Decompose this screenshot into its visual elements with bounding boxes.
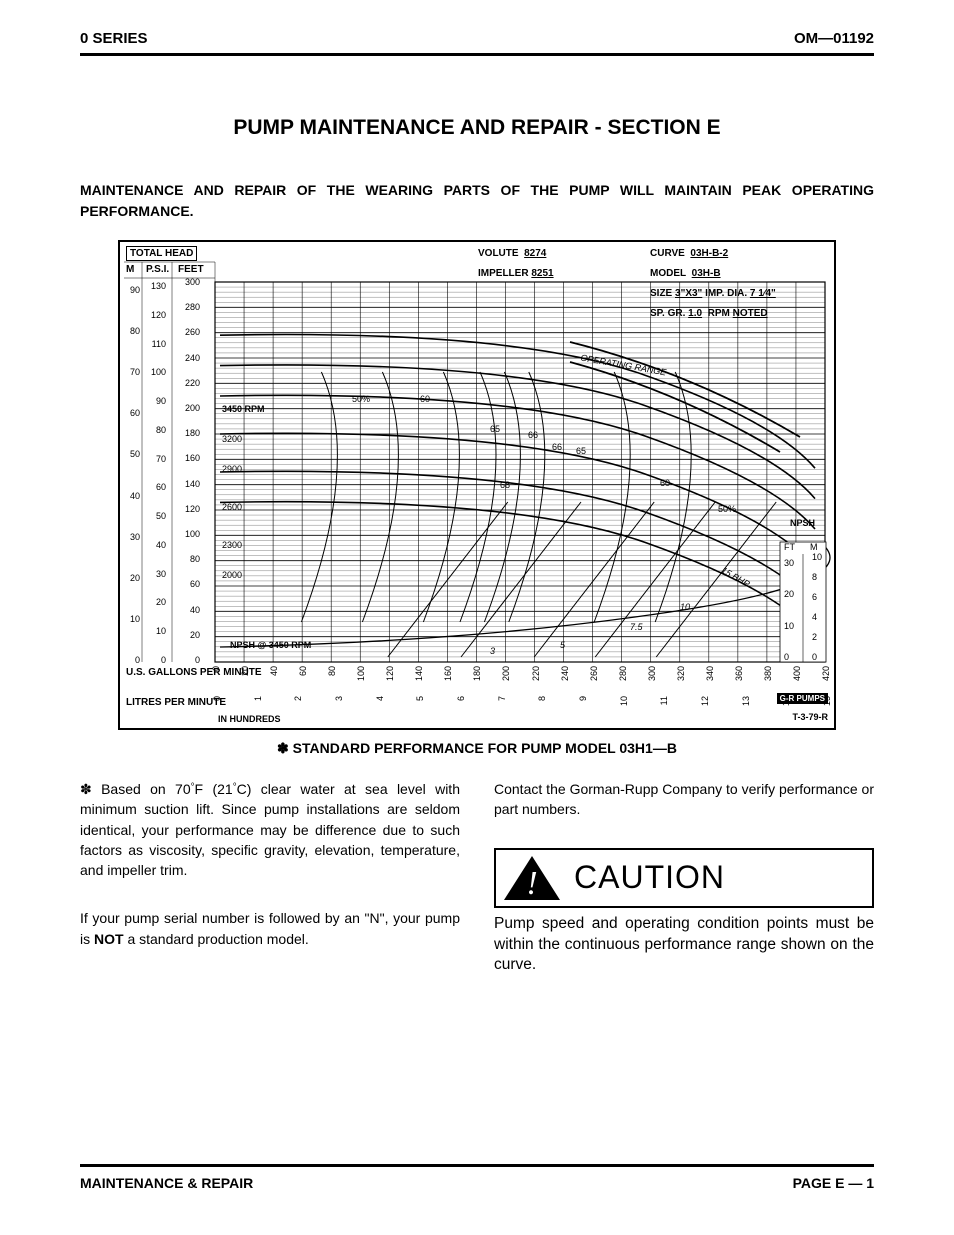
rpm-label-2: 2900 bbox=[222, 464, 242, 474]
body-columns: ✽ Based on 70°F (21°C) clear water at se… bbox=[80, 779, 874, 1004]
npsh-ft: FT bbox=[784, 542, 795, 552]
bhp-2: 7.5 bbox=[630, 622, 643, 632]
lpm-suffix: IN HUNDREDS bbox=[218, 714, 281, 724]
caution-word: CAUTION bbox=[574, 854, 725, 900]
rpm-label-1: 3200 bbox=[222, 434, 242, 444]
right-column: Contact the Gorman-Rupp Company to verif… bbox=[494, 779, 874, 1004]
header-left: 0 SERIES bbox=[80, 30, 148, 47]
page-footer: MAINTENANCE & REPAIR PAGE E — 1 bbox=[80, 1164, 874, 1191]
eff-5: 65 bbox=[576, 446, 586, 456]
para-1: ✽ Based on 70°F (21°C) clear water at se… bbox=[80, 779, 460, 880]
npsh-label: NPSH @ 3450 RPM bbox=[230, 640, 311, 650]
footer-left: MAINTENANCE & REPAIR bbox=[80, 1175, 253, 1191]
npsh-m: M bbox=[810, 542, 818, 552]
eff-0: 50% bbox=[352, 394, 370, 404]
section-title: PUMP MAINTENANCE AND REPAIR - SECTION E bbox=[80, 116, 874, 140]
logo: G-R PUMPS bbox=[777, 693, 828, 704]
left-column: ✽ Based on 70°F (21°C) clear water at se… bbox=[80, 779, 460, 1004]
rpm-label-0: 3450 RPM bbox=[222, 404, 265, 414]
eff-6: 68 bbox=[500, 480, 510, 490]
bhp-4: 3 bbox=[490, 646, 495, 656]
eff-3: 66 bbox=[528, 430, 538, 440]
eff-7: 60 bbox=[660, 478, 670, 488]
figure-id: T-3-79-R bbox=[792, 712, 828, 722]
chart-caption: ✽ STANDARD PERFORMANCE FOR PUMP MODEL 03… bbox=[80, 740, 874, 757]
header-right: OM—01192 bbox=[794, 30, 874, 47]
svg-text:!: ! bbox=[526, 865, 537, 902]
performance-chart: TOTAL HEAD M P.S.I. FEET VOLUTE 8274 CUR… bbox=[118, 240, 836, 730]
rpm-label-5: 2000 bbox=[222, 570, 242, 580]
intro-paragraph: MAINTENANCE AND REPAIR OF THE WEARING PA… bbox=[80, 180, 874, 222]
eff-4: 66 bbox=[552, 442, 562, 452]
caution-paragraph: Pump speed and operating condition point… bbox=[494, 914, 874, 977]
warning-triangle-icon: ! bbox=[502, 854, 562, 902]
caution-box: ! CAUTION bbox=[494, 848, 874, 908]
eff-2: 65 bbox=[490, 424, 500, 434]
bhp-1: 10 bbox=[680, 602, 690, 612]
rpm-label-3: 2600 bbox=[222, 502, 242, 512]
eff-1: 60 bbox=[420, 394, 430, 404]
chart-svg bbox=[120, 242, 834, 728]
rpm-label-4: 2300 bbox=[222, 540, 242, 550]
npsh-title: NPSH bbox=[790, 518, 815, 528]
lpm-label: LITRES PER MINUTE bbox=[126, 698, 226, 708]
bhp-3: 5 bbox=[560, 640, 565, 650]
para-3: Contact the Gorman-Rupp Company to verif… bbox=[494, 779, 874, 820]
para-2: If your pump serial number is followed b… bbox=[80, 908, 460, 949]
eff-8: 50% bbox=[718, 504, 736, 514]
footer-right: PAGE E — 1 bbox=[793, 1175, 874, 1191]
page-header: 0 SERIES OM—01192 bbox=[80, 30, 874, 56]
